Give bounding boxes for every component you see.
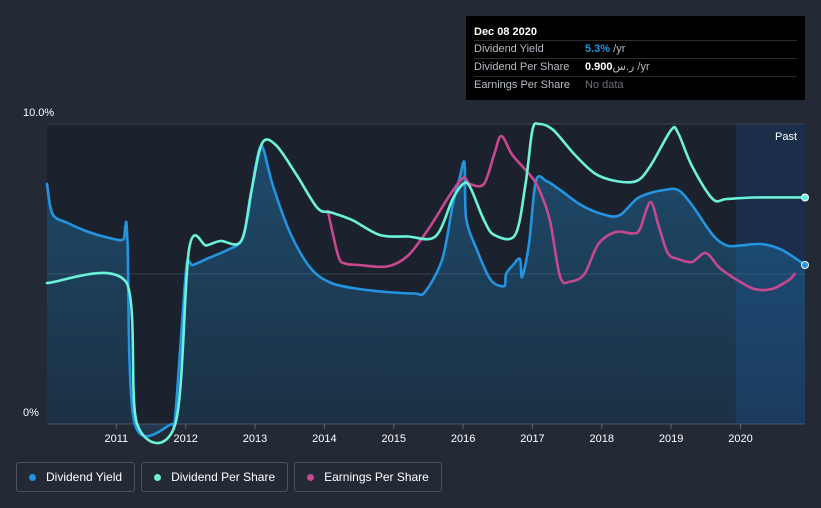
tooltip-number: 0.900	[585, 61, 613, 73]
x-tick-label: 2011	[105, 433, 129, 445]
dps-end-marker	[801, 193, 809, 202]
x-tick-label: 2013	[243, 433, 267, 445]
legend-dot-icon	[154, 473, 162, 481]
legend-dot-icon	[29, 473, 36, 481]
past-label: Past	[775, 131, 797, 143]
x-tick-label: 2014	[312, 433, 336, 445]
tooltip-value: No data	[585, 79, 624, 91]
x-tick-label: 2020	[728, 433, 752, 445]
y-axis-bottom-label: 0%	[23, 407, 39, 419]
tooltip-value: 0.900ر.س /yr	[585, 59, 650, 76]
yield-end-marker	[801, 261, 809, 269]
earnings-per-share-line	[326, 134, 796, 292]
x-tick-label: 2016	[451, 433, 475, 445]
tooltip-value: 5.3% /yr	[585, 41, 625, 58]
x-tick-label: 2019	[659, 433, 683, 445]
tooltip-unit: /yr	[610, 43, 626, 55]
x-tick-label: 2018	[590, 433, 614, 445]
legend-label: Dividend Yield	[46, 470, 123, 484]
tooltip-label: Dividend Yield	[474, 43, 544, 55]
tooltip-number: 5.3%	[585, 43, 611, 55]
tooltip-label: Dividend Per Share	[474, 61, 570, 73]
tooltip-row-earnings-per-share: Earnings Per Share No data	[474, 76, 797, 94]
x-tick-label: 2017	[520, 433, 544, 445]
x-tick-label: 2015	[382, 433, 406, 445]
chart-tooltip: Dec 08 2020 Dividend Yield 5.3% /yr Divi…	[466, 16, 805, 100]
tooltip-unit: ر.س /yr	[612, 61, 650, 73]
x-tick-label: 2012	[173, 433, 197, 445]
legend-earnings-per-share[interactable]: Earnings Per Share	[294, 462, 442, 492]
legend-label: Earnings Per Share	[324, 470, 429, 484]
dividend-per-share-line	[45, 122, 807, 445]
legend-label: Dividend Per Share	[171, 470, 276, 484]
tooltip-row-dividend-yield: Dividend Yield 5.3% /yr	[474, 40, 797, 58]
legend-dividend-yield[interactable]: Dividend Yield	[16, 462, 136, 492]
legend-dot-icon	[307, 473, 315, 481]
legend-dividend-per-share[interactable]: Dividend Per Share	[141, 462, 289, 492]
dividend-yield-line	[45, 145, 807, 438]
tooltip-label: Earnings Per Share	[474, 79, 570, 91]
y-axis-top-label: 10.0%	[23, 107, 54, 119]
tooltip-date: Dec 08 2020	[474, 26, 537, 38]
legend: Dividend Yield Dividend Per Share Earnin…	[16, 462, 442, 492]
tooltip-row-dividend-per-share: Dividend Per Share 0.900ر.س /yr	[474, 58, 797, 76]
